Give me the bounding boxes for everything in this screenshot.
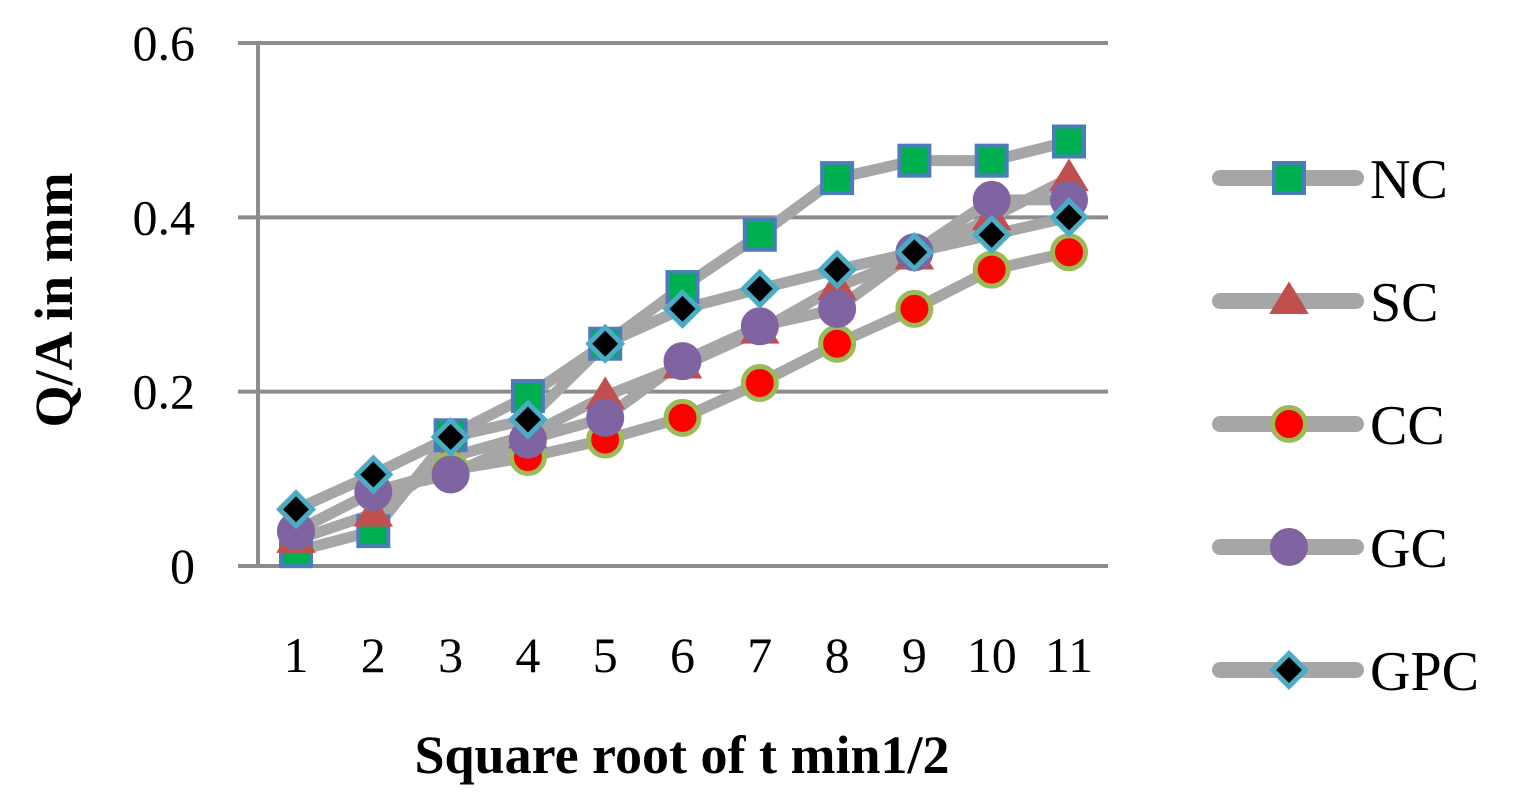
data-point-nc [820,161,855,196]
legend-item-gpc: GPC [1212,641,1479,703]
x-tick-label: 8 [825,627,850,683]
markers-gpc [275,197,1090,530]
y-tick-label: 0.2 [133,364,196,420]
legend-label-gpc: GPC [1370,641,1479,703]
grid-lines [238,41,1108,568]
y-axis-title: Q/A in mm [24,172,84,427]
data-point-nc [974,143,1009,178]
data-point-nc [1052,124,1086,159]
data-point-gc [972,180,1011,219]
legend-label-cc: CC [1370,395,1445,457]
legend-marker-cc [1270,405,1308,443]
x-tick-label: 2 [361,627,386,683]
data-point-gpc [507,399,548,440]
data-point-gpc [739,268,780,309]
legend-label-nc: NC [1370,149,1448,211]
data-point-nc [897,143,932,178]
data-point-nc [742,217,777,252]
x-tick-label: 3 [438,627,463,683]
x-tick-label: 4 [515,627,540,683]
data-point-cc [818,324,857,363]
data-point-gpc [894,232,935,273]
legend-item-nc: NC [1212,149,1448,211]
x-tick-label: 10 [967,627,1017,683]
data-point-gc [663,342,702,381]
x-tick-label: 1 [284,627,309,683]
data-point-cc [1050,233,1088,272]
y-tick-label: 0.4 [133,189,196,245]
data-point-gc [818,289,857,328]
data-point-cc [895,289,934,328]
x-tick-label: 5 [593,627,618,683]
data-point-gpc [662,288,703,329]
data-point-gc [740,307,779,346]
data-point-gc [431,455,470,494]
legend-marker-nc [1272,161,1306,195]
data-point-cc [972,250,1011,289]
data-point-cc [740,363,779,402]
legend: NC SC CC GC GPC [1212,149,1479,703]
x-tick-label: 9 [902,627,927,683]
legend-item-sc: SC [1212,272,1439,334]
legend-item-cc: CC [1212,395,1445,457]
x-tick-label: 7 [747,627,772,683]
legend-label-gc: GC [1370,518,1448,580]
data-point-gpc [353,454,394,495]
y-tick-label: 0 [170,538,195,594]
series-group [275,124,1090,569]
legend-item-gc: GC [1212,518,1448,580]
legend-marker-gc [1270,528,1308,566]
data-point-gpc [1048,197,1090,238]
legend-marker-sc [1269,281,1309,314]
tick-labels: 0 0.2 0.4 0.6 1 2 3 4 5 6 7 8 9 10 11 [133,15,1094,683]
data-point-gpc [971,214,1012,255]
legend-marker-gpc [1268,649,1310,691]
data-point-cc [663,398,702,437]
data-point-gpc [430,416,471,458]
data-point-gpc [275,489,317,530]
x-tick-label: 6 [670,627,695,683]
x-tick-label: 11 [1045,627,1093,683]
data-point-gpc [585,323,626,364]
y-tick-label: 0.6 [133,15,196,71]
data-point-gc [586,398,625,437]
x-axis-title: Square root of t min1/2 [414,725,949,785]
legend-label-sc: SC [1370,272,1439,334]
data-point-gpc [817,249,858,290]
